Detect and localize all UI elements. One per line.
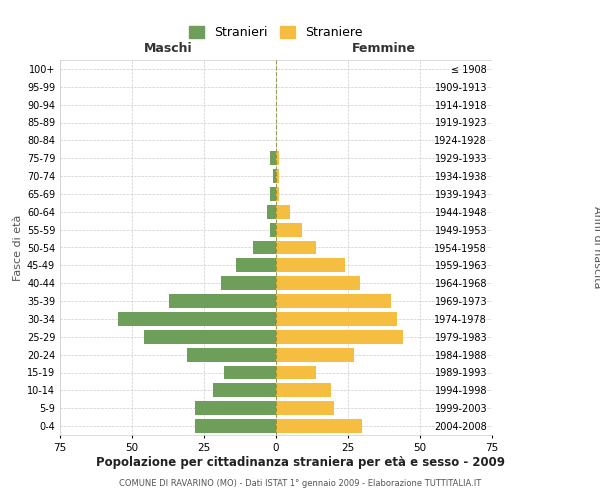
Bar [268, 205, 276, 219]
Bar [276, 222, 302, 236]
Bar [270, 187, 276, 201]
Bar [276, 151, 279, 165]
Bar [169, 294, 276, 308]
Bar [187, 348, 276, 362]
Text: Femmine: Femmine [352, 42, 416, 54]
Bar [270, 222, 276, 236]
Bar [276, 330, 403, 344]
Bar [276, 205, 290, 219]
Bar [143, 330, 276, 344]
Bar [276, 312, 397, 326]
Bar [253, 240, 276, 254]
Bar [270, 151, 276, 165]
Bar [276, 169, 279, 183]
Bar [276, 401, 334, 415]
Text: Anni di nascita: Anni di nascita [592, 206, 600, 289]
Bar [276, 419, 362, 433]
Y-axis label: Fasce di età: Fasce di età [13, 214, 23, 280]
Bar [276, 258, 345, 272]
Bar [276, 384, 331, 398]
Bar [273, 169, 276, 183]
Bar [276, 348, 354, 362]
Bar [118, 312, 276, 326]
Bar [196, 419, 276, 433]
Bar [276, 294, 391, 308]
Bar [224, 366, 276, 380]
Bar [276, 276, 359, 290]
Bar [236, 258, 276, 272]
Bar [212, 384, 276, 398]
Bar [196, 401, 276, 415]
Text: COMUNE DI RAVARINO (MO) - Dati ISTAT 1° gennaio 2009 - Elaborazione TUTTITALIA.I: COMUNE DI RAVARINO (MO) - Dati ISTAT 1° … [119, 479, 481, 488]
Bar [276, 366, 316, 380]
Bar [221, 276, 276, 290]
Text: Maschi: Maschi [143, 42, 193, 54]
Text: Popolazione per cittadinanza straniera per età e sesso - 2009: Popolazione per cittadinanza straniera p… [95, 456, 505, 469]
Bar [276, 187, 279, 201]
Bar [276, 240, 316, 254]
Legend: Stranieri, Straniere: Stranieri, Straniere [184, 21, 368, 44]
